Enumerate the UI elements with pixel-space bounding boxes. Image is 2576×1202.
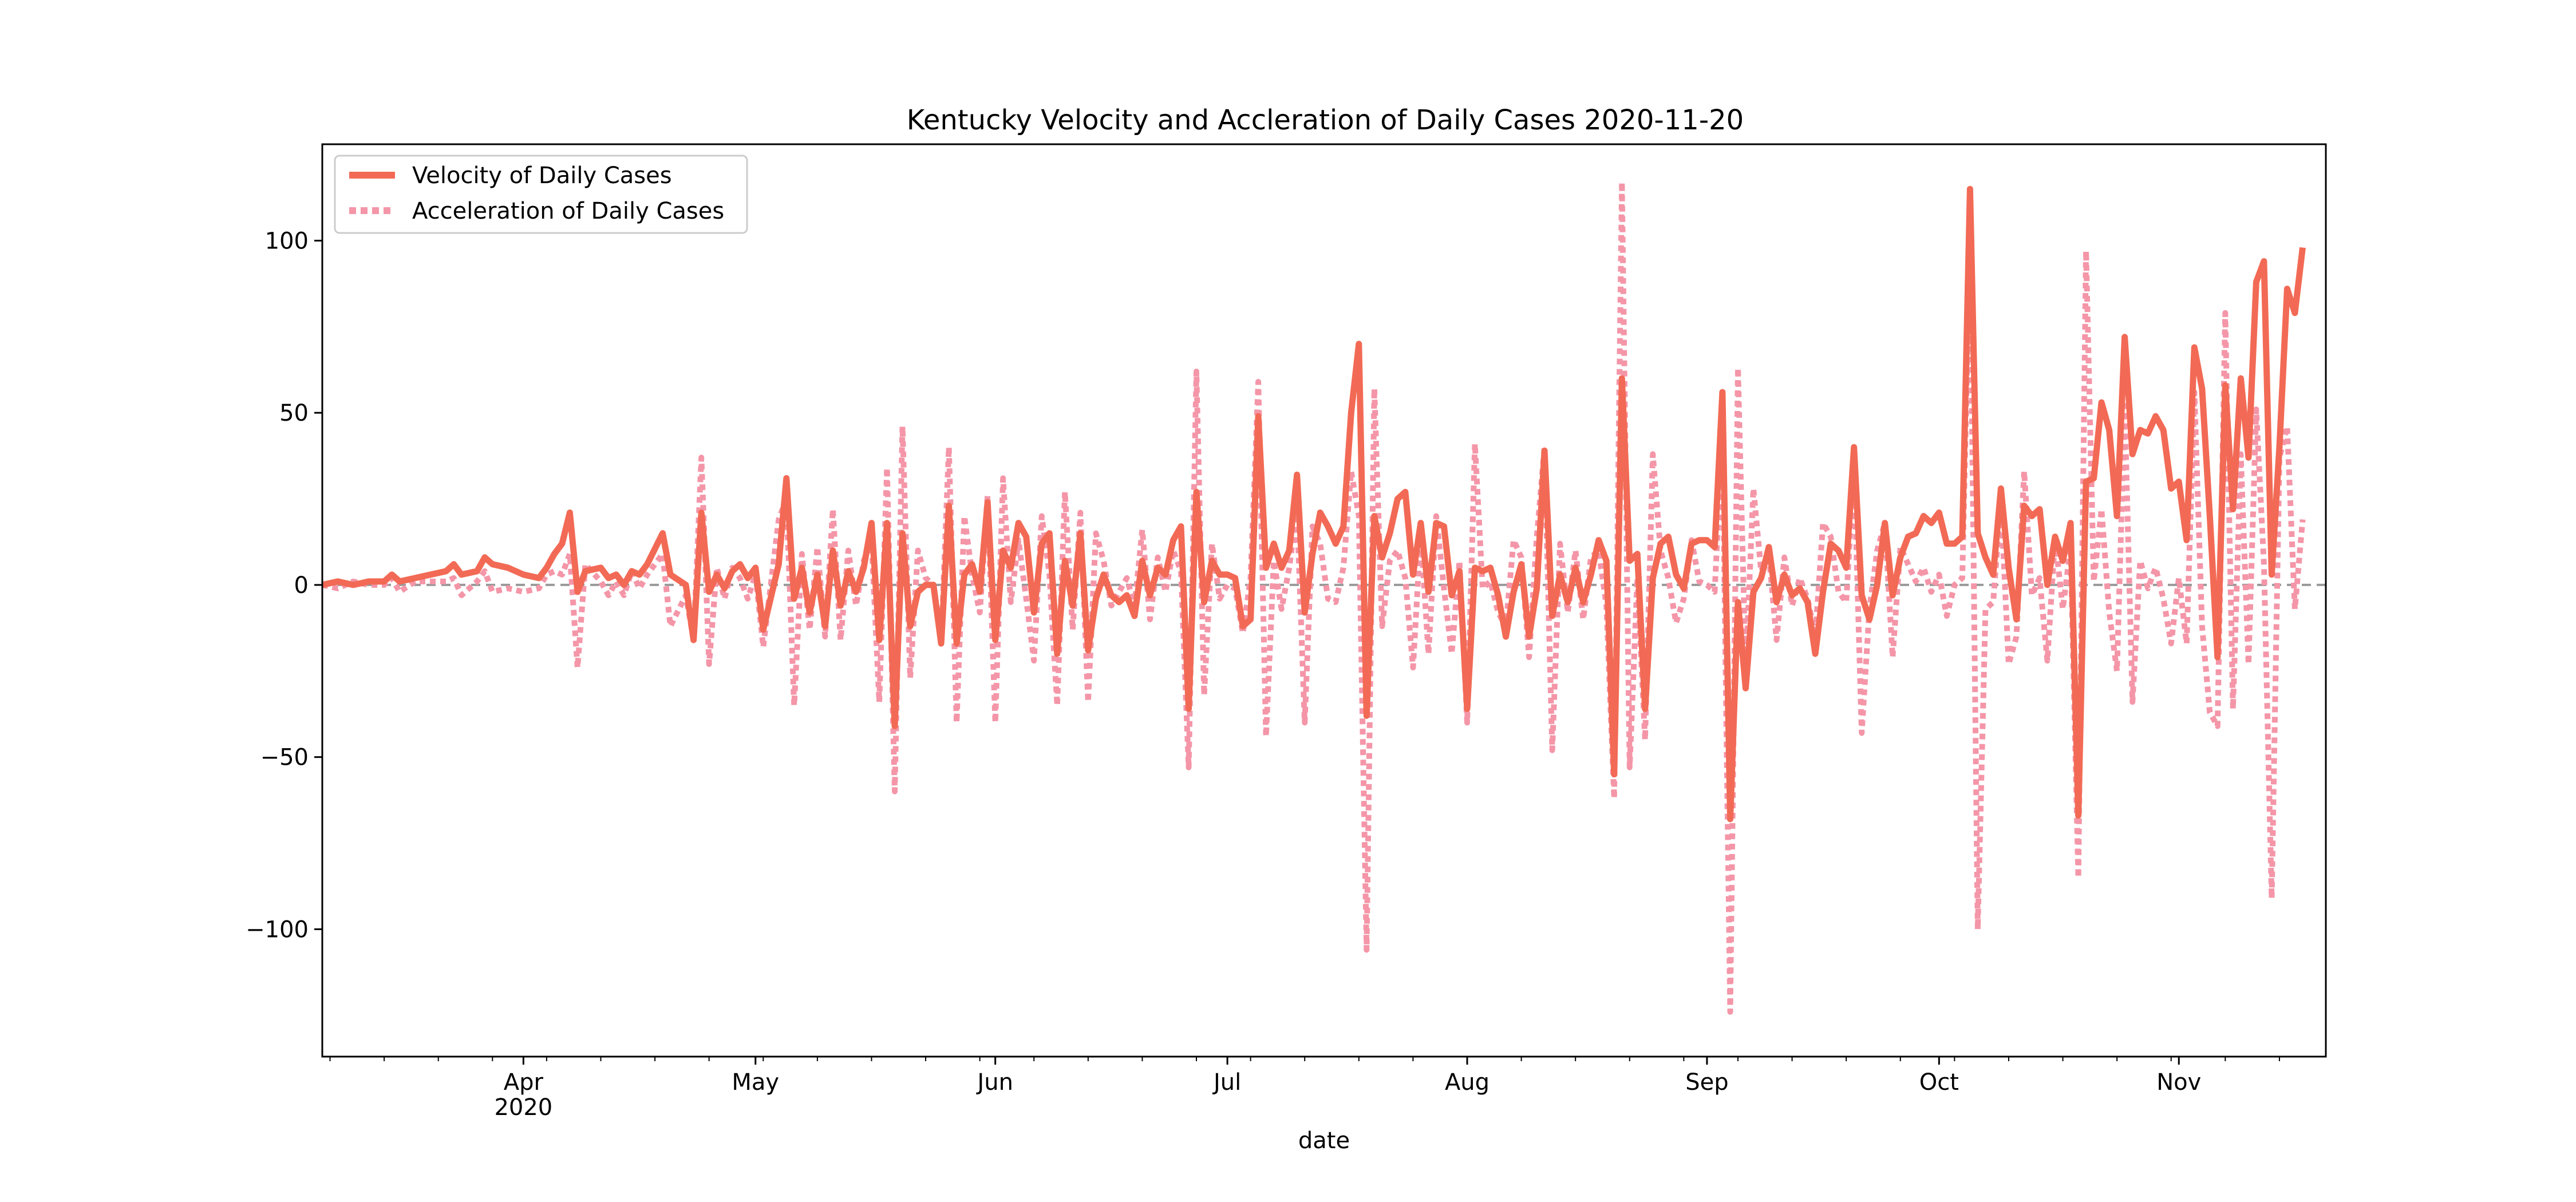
series-layer [322, 179, 2326, 1015]
x-tick-label: Oct [1919, 1069, 1959, 1096]
plot-frame [321, 143, 2327, 1058]
x-tick-label: Apr [504, 1069, 544, 1096]
x-tick-label: Nov [2156, 1069, 2201, 1096]
x-tick-label: Aug [1445, 1069, 1490, 1096]
series-line-acceleration [322, 179, 2306, 1015]
series-line-velocity [322, 185, 2306, 823]
legend-label-acceleration: Acceleration of Daily Cases [412, 198, 724, 224]
legend: Velocity of Daily Cases Acceleration of … [334, 155, 748, 234]
x-tick-label: May [732, 1069, 779, 1096]
x-tick-label: Jul [1212, 1069, 1241, 1096]
legend-box [334, 155, 748, 234]
y-tick-label: −50 [260, 745, 309, 771]
y-tick-label: 0 [294, 572, 309, 599]
plot-area [321, 143, 2327, 1058]
legend-label-velocity: Velocity of Daily Cases [412, 163, 672, 189]
x-tick-label: Sep [1685, 1069, 1728, 1096]
x-tick-label: Jun [975, 1069, 1013, 1096]
y-tick-label: −100 [246, 916, 309, 943]
y-tick-label: 50 [279, 400, 309, 426]
chart-title: Kentucky Velocity and Accleration of Dai… [907, 104, 1744, 136]
y-axis: −100 −50 0 50 100 [246, 228, 322, 943]
y-tick-label: 100 [265, 228, 309, 254]
x-axis-label: date [1298, 1128, 1350, 1154]
x-tick-sublabel: 2020 [494, 1094, 552, 1121]
